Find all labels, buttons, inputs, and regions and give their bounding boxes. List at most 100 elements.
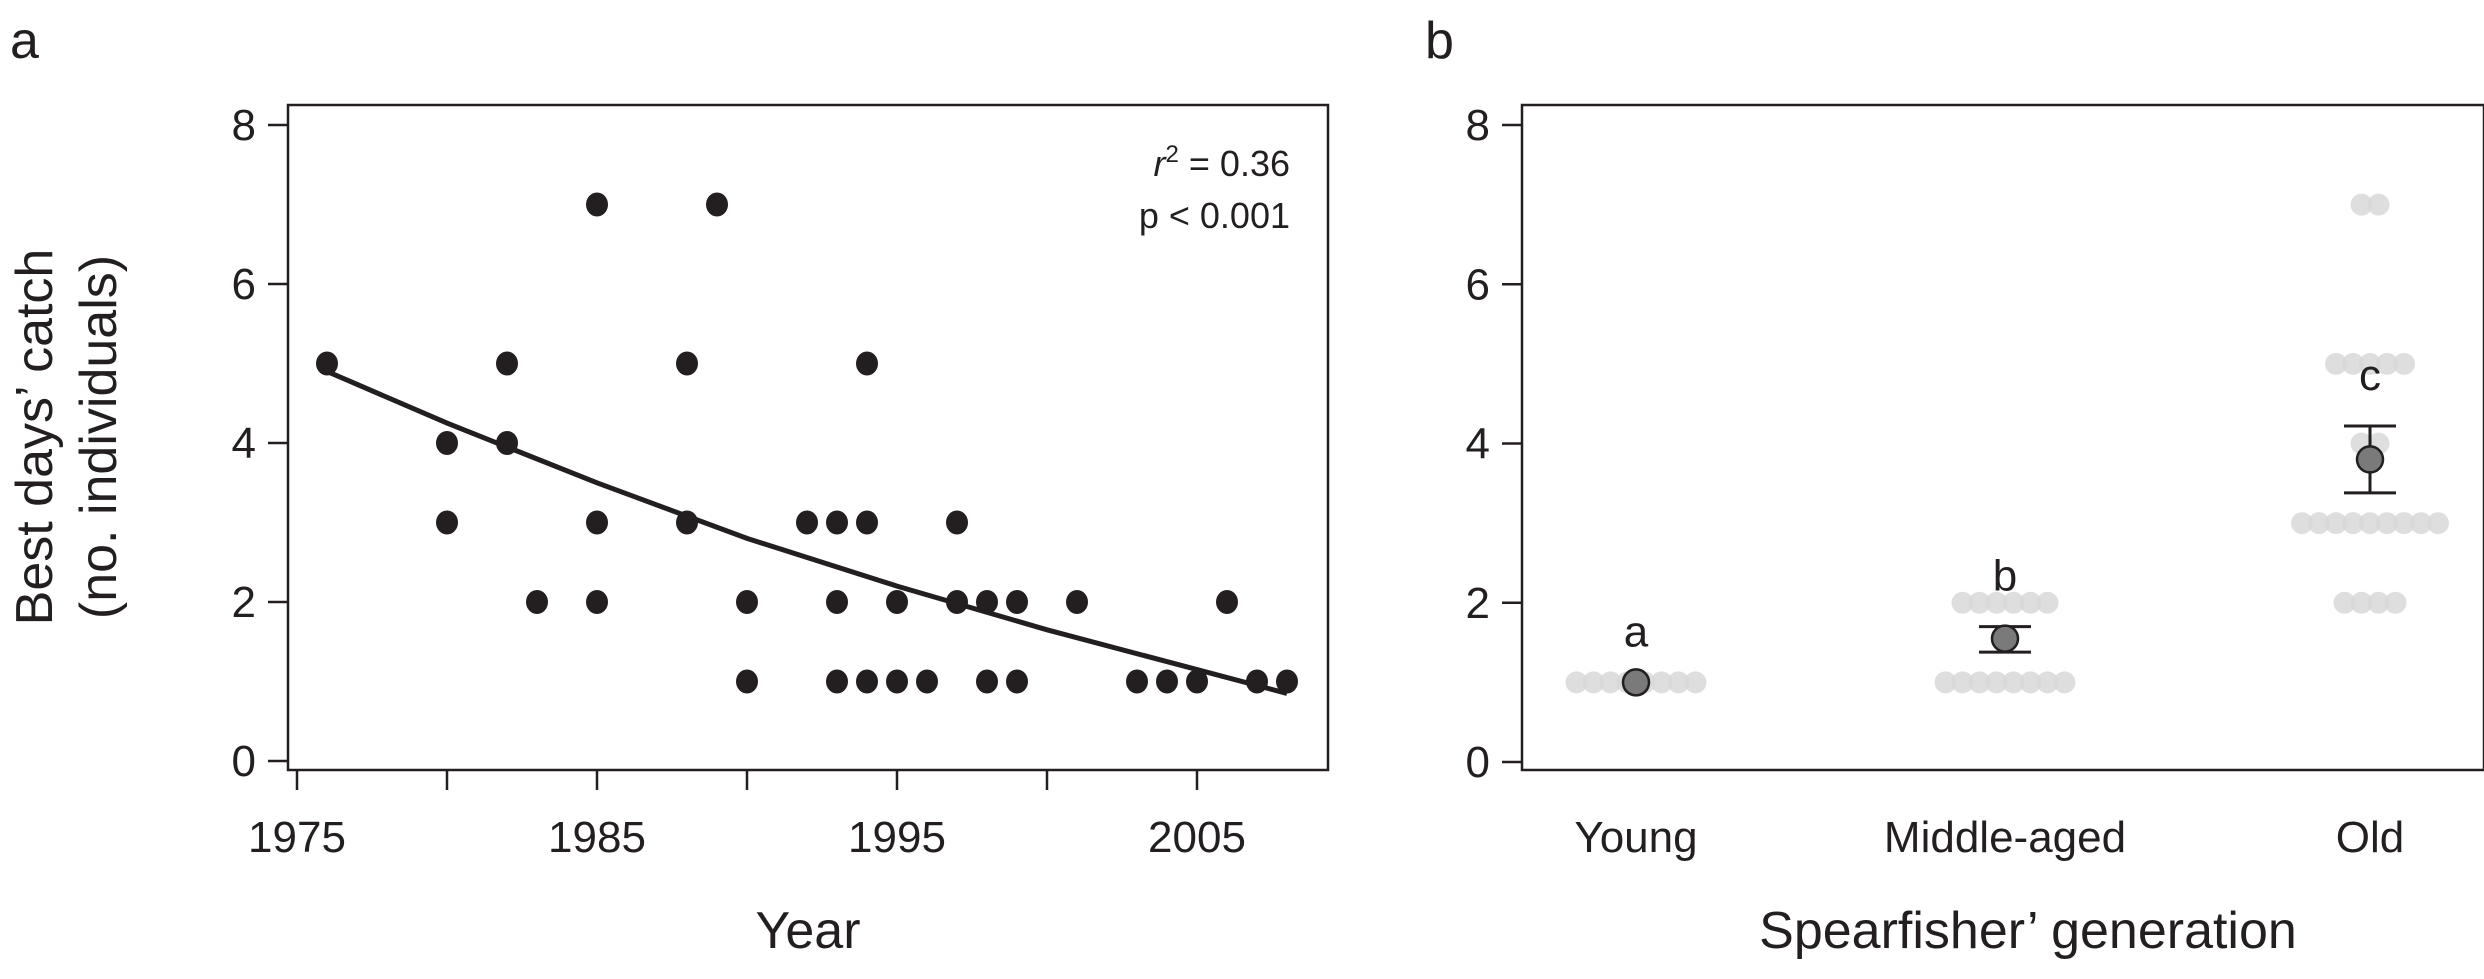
raw-point xyxy=(2308,512,2330,535)
x-tick-label-a: 1985 xyxy=(548,813,646,862)
data-point xyxy=(886,669,908,694)
data-point xyxy=(316,351,338,376)
raw-point xyxy=(2350,193,2373,216)
data-point xyxy=(1006,669,1028,694)
data-point xyxy=(1186,669,1208,694)
raw-point xyxy=(2376,512,2398,535)
data-point xyxy=(856,351,878,376)
data-point xyxy=(976,590,998,614)
raw-point xyxy=(2367,193,2390,216)
y-tick-label-b: 0 xyxy=(1466,738,1490,787)
raw-point xyxy=(2019,671,2042,694)
r2-annotation: r2 = 0.36 xyxy=(1154,141,1290,184)
category-label: Old xyxy=(2336,813,2404,862)
raw-point xyxy=(2002,671,2025,694)
y-tick-label-a: 8 xyxy=(232,101,256,150)
data-point xyxy=(856,510,878,535)
raw-point xyxy=(2002,591,2025,614)
data-point xyxy=(586,510,608,535)
data-point xyxy=(706,192,728,217)
x-tick-label-a: 1995 xyxy=(848,813,946,862)
data-point xyxy=(676,351,698,376)
data-point xyxy=(826,590,848,614)
raw-point xyxy=(1951,591,1974,614)
y-tick-label-a: 6 xyxy=(232,260,256,309)
raw-point xyxy=(2325,352,2347,375)
panel-letter-b: b xyxy=(1425,12,1454,70)
raw-point xyxy=(2367,591,2390,614)
raw-point xyxy=(1650,671,1673,694)
scatter-points-a xyxy=(316,192,1298,694)
data-point xyxy=(496,431,518,455)
raw-point xyxy=(2291,512,2313,535)
x-axis-title-a: Year xyxy=(755,902,860,960)
raw-point xyxy=(1934,671,1957,694)
data-point xyxy=(736,590,758,614)
data-point xyxy=(1126,669,1148,694)
data-point xyxy=(436,431,458,455)
raw-point xyxy=(1985,671,2008,694)
group-letter: a xyxy=(1624,607,1649,656)
fit-curve xyxy=(326,369,1288,696)
x-axis-title-b: Spearfisher’ generation xyxy=(1759,902,2297,960)
panel-letter-a: a xyxy=(10,12,39,70)
y-tick-label-b: 4 xyxy=(1466,420,1490,469)
raw-point xyxy=(2376,352,2398,375)
y-tick-label-b: 8 xyxy=(1466,101,1490,150)
y-tick-label-b: 6 xyxy=(1466,260,1490,309)
data-point xyxy=(1006,590,1028,614)
raw-point xyxy=(2036,591,2059,614)
plot-frame-a xyxy=(286,103,1330,772)
raw-point xyxy=(2019,591,2042,614)
data-point xyxy=(826,510,848,535)
raw-points-b xyxy=(1565,193,2449,694)
y-axis-a: 0 2 4 6 8 xyxy=(232,101,288,786)
raw-point xyxy=(1684,671,1707,694)
raw-point xyxy=(2053,671,2076,694)
y-axis-b: 0 2 4 6 8 xyxy=(1466,101,1522,787)
raw-point xyxy=(2350,591,2373,614)
data-point xyxy=(916,669,938,694)
mean-point xyxy=(2355,445,2385,474)
mean-point xyxy=(1990,624,2020,653)
raw-point xyxy=(1599,671,1622,694)
data-point xyxy=(1216,590,1238,614)
raw-point xyxy=(1582,671,1605,694)
means-b: a b c xyxy=(1621,351,2396,697)
raw-point xyxy=(2325,512,2347,535)
data-point xyxy=(946,590,968,614)
x-axis-a: 1975 1985 1995 2005 xyxy=(248,770,1246,862)
y-tick-label-a: 0 xyxy=(232,737,256,786)
plot-frame-b xyxy=(1520,103,2484,772)
y-tick-label-a: 4 xyxy=(232,419,256,468)
y-axis-title-line-2: (no. individuals) xyxy=(70,255,128,619)
data-point xyxy=(586,192,608,217)
data-point xyxy=(826,669,848,694)
raw-point xyxy=(1968,671,1991,694)
data-point xyxy=(976,669,998,694)
raw-point xyxy=(2333,591,2356,614)
panel-a: a 0 2 4 6 8 1975 1985 1995 2005 r2 = 0.36 p < 0… xyxy=(6,12,1330,960)
raw-point xyxy=(1667,671,1690,694)
x-axis-b: Young Middle-aged Old xyxy=(1574,813,2404,862)
x-tick-label-a: 2005 xyxy=(1148,813,1246,862)
data-point xyxy=(886,590,908,614)
raw-point xyxy=(1968,591,1991,614)
y-axis-title-a: Best days’ catch (no. individuals) xyxy=(6,249,128,626)
data-point xyxy=(1156,669,1178,694)
data-point xyxy=(796,510,818,535)
data-point xyxy=(586,590,608,614)
data-point xyxy=(526,590,548,614)
raw-point xyxy=(2036,671,2059,694)
data-point xyxy=(436,510,458,535)
mean-point xyxy=(1621,668,1651,697)
raw-point xyxy=(2427,512,2449,535)
group-letter: b xyxy=(1993,552,2017,601)
panel-b: b 0 2 4 6 8 a b c Young Middle-aged Old Spearfis… xyxy=(1425,12,2484,960)
data-point xyxy=(1276,669,1298,694)
raw-point xyxy=(1951,671,1974,694)
data-point xyxy=(856,669,878,694)
data-point xyxy=(736,669,758,694)
raw-point xyxy=(1985,591,2008,614)
